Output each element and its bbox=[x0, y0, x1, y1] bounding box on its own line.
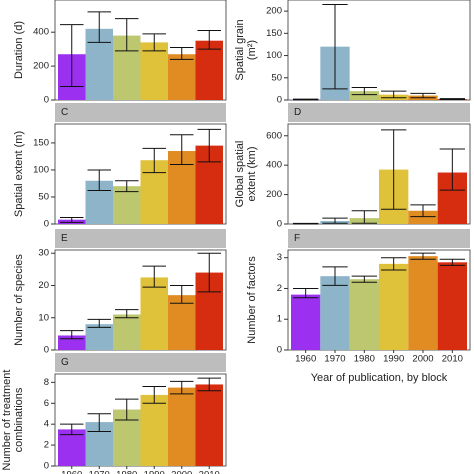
y-tick-label: 2 bbox=[44, 440, 49, 451]
y-tick-label: 0 bbox=[44, 461, 49, 472]
y-tick-label: 10 bbox=[38, 312, 49, 323]
y-axis-label: Number of treatment bbox=[1, 370, 13, 471]
panel-label: C bbox=[61, 107, 68, 118]
y-tick-label: 200 bbox=[33, 61, 49, 72]
x-tick-label: 2000 bbox=[171, 470, 192, 474]
y-tick-label: 20 bbox=[38, 280, 49, 291]
bar bbox=[408, 210, 438, 224]
x-tick-label: 1990 bbox=[383, 354, 404, 365]
y-axis-label: Duration (d) bbox=[13, 21, 25, 79]
y-tick-label: 2 bbox=[277, 283, 282, 294]
y-tick-label: 200 bbox=[266, 189, 282, 200]
bar bbox=[195, 40, 223, 100]
y-tick-label: 8 bbox=[44, 377, 49, 388]
x-tick-label: 2010 bbox=[442, 354, 463, 365]
plot-frame bbox=[287, 0, 471, 101]
y-tick-label: 50 bbox=[271, 72, 282, 83]
y-tick-label: 30 bbox=[38, 248, 49, 259]
y-tick-label: 400 bbox=[33, 27, 49, 38]
bar bbox=[168, 54, 196, 100]
y-tick-label: 6 bbox=[44, 398, 49, 409]
y-tick-label: 150 bbox=[33, 137, 49, 148]
bar bbox=[140, 42, 168, 100]
x-tick-label: 1960 bbox=[61, 470, 82, 474]
y-tick-label: 3 bbox=[277, 252, 282, 263]
strip bbox=[288, 229, 470, 248]
y-axis-label: Global spatial bbox=[234, 141, 246, 208]
bar bbox=[408, 256, 438, 350]
y-axis-label: Spatial grain bbox=[234, 19, 246, 80]
bar bbox=[168, 295, 196, 350]
bar bbox=[437, 262, 467, 350]
bar bbox=[195, 384, 223, 466]
x-tick-label: 1980 bbox=[116, 470, 137, 474]
bar bbox=[85, 324, 113, 350]
y-axis-label: Number of factors bbox=[246, 256, 258, 344]
y-tick-label: 600 bbox=[266, 130, 282, 141]
y-axis-label: Number of species bbox=[13, 254, 25, 346]
y-tick-label: 0 bbox=[44, 345, 49, 356]
y-tick-label: 100 bbox=[266, 50, 282, 61]
bar bbox=[291, 294, 321, 350]
y-tick-label: 4 bbox=[44, 419, 49, 430]
bar bbox=[379, 263, 409, 350]
strip bbox=[55, 353, 226, 372]
bar bbox=[168, 387, 196, 466]
y-tick-label: 0 bbox=[44, 219, 49, 230]
bar bbox=[113, 186, 141, 224]
bar bbox=[58, 429, 86, 466]
bar bbox=[140, 394, 168, 466]
x-tick-label: 1970 bbox=[89, 470, 110, 474]
y-tick-label: 0 bbox=[44, 95, 49, 106]
x-tick-label: 1980 bbox=[354, 354, 375, 365]
x-tick-label: 1990 bbox=[144, 470, 165, 474]
y-tick-label: 400 bbox=[266, 160, 282, 171]
y-tick-label: 0 bbox=[277, 219, 282, 230]
y-tick-label: 150 bbox=[266, 28, 282, 39]
x-tick-label: 1960 bbox=[295, 354, 316, 365]
y-axis-label: Spatial extent (m) bbox=[13, 131, 25, 217]
y-tick-label: 200 bbox=[266, 6, 282, 17]
x-tick-label: 2000 bbox=[412, 354, 433, 365]
x-tick-label: 1970 bbox=[324, 354, 345, 365]
panel-label: G bbox=[61, 357, 69, 368]
y-tick-label: 1 bbox=[277, 314, 282, 325]
panel-label: D bbox=[294, 107, 301, 118]
y-tick-label: 0 bbox=[277, 345, 282, 356]
panel-label: E bbox=[61, 233, 68, 244]
y-tick-label: 0 bbox=[277, 95, 282, 106]
bar bbox=[140, 277, 168, 350]
y-axis-label: (m²) bbox=[246, 40, 258, 60]
bar bbox=[113, 314, 141, 350]
y-tick-label: 50 bbox=[38, 191, 49, 202]
x-axis-label: Year of publication, by block bbox=[311, 372, 448, 384]
panel-label: F bbox=[294, 233, 300, 244]
x-tick-label: 2010 bbox=[199, 470, 220, 474]
bar bbox=[320, 276, 350, 350]
strip bbox=[55, 103, 226, 122]
bar bbox=[349, 279, 379, 350]
strip bbox=[55, 229, 226, 248]
strip bbox=[288, 103, 470, 122]
bar bbox=[349, 91, 379, 100]
y-axis-label: extent (km) bbox=[246, 146, 258, 201]
y-tick-label: 100 bbox=[33, 164, 49, 175]
y-axis-label: combinations bbox=[13, 387, 25, 452]
